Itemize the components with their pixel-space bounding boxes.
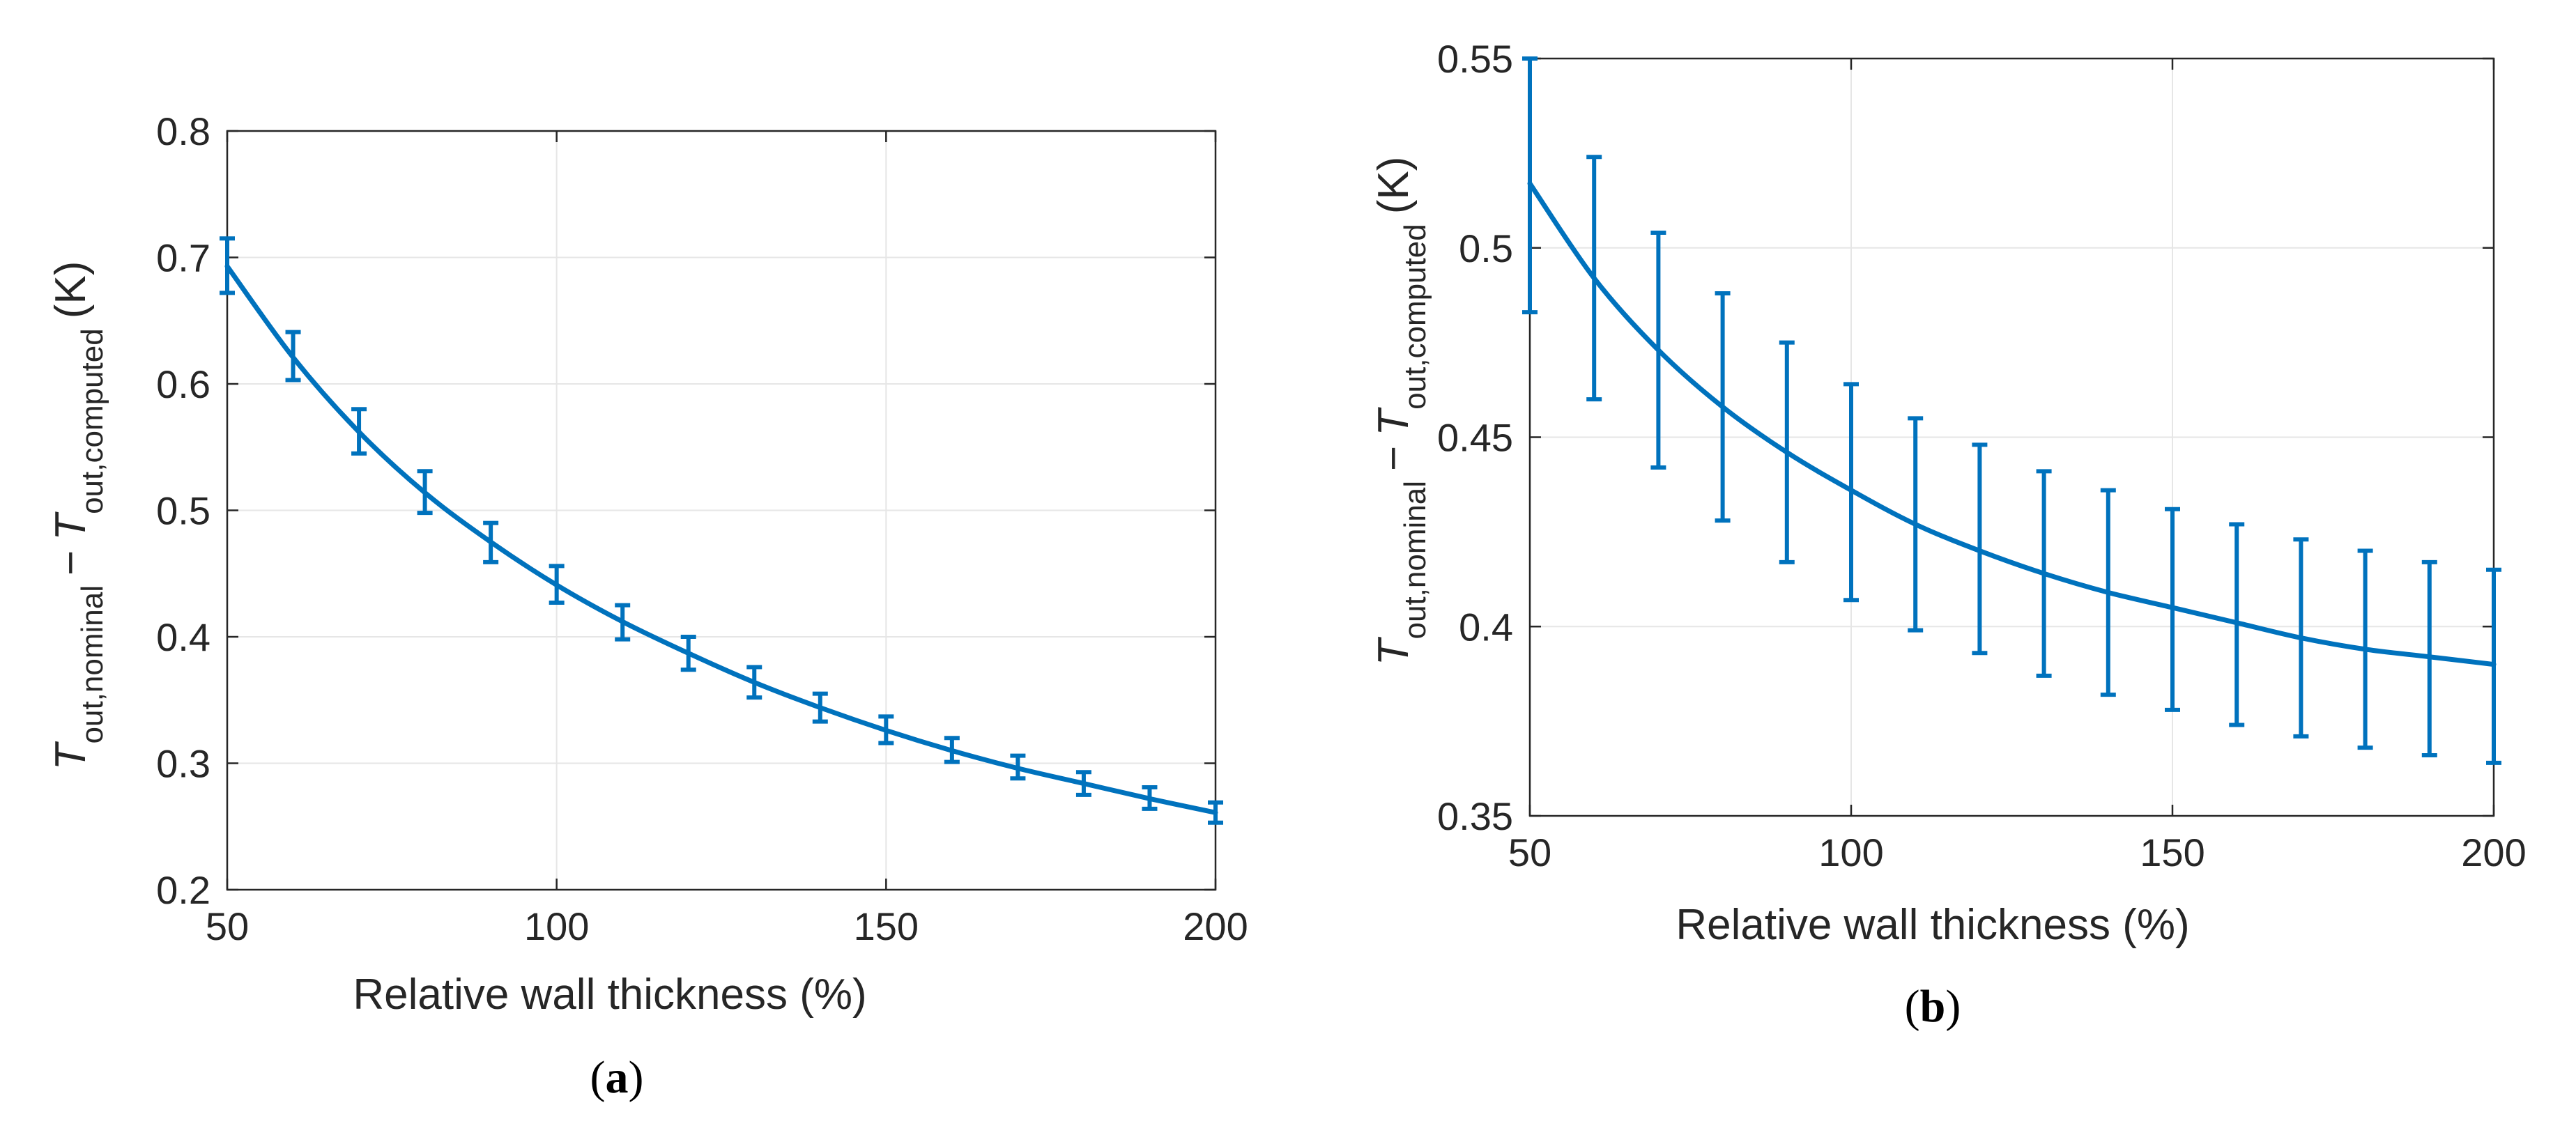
tick-labels-b: 50 100 150 200 0.35 0.4 0.45 0.5 0.55 (1437, 37, 2527, 874)
x-tick-label: 50 (206, 904, 249, 948)
x-tick-label: 200 (2461, 830, 2526, 874)
panel-label-b: (b) (1905, 981, 1961, 1032)
y-tick-label: 0.4 (1459, 605, 1513, 649)
tick-labels-a: 50 100 150 200 0.2 0.3 0.4 0.5 0.6 0.7 0.8 (156, 109, 1248, 948)
error-bars-b (1522, 56, 2501, 765)
series-line-mean (224, 263, 1218, 815)
y-tick-label: 0.5 (156, 489, 210, 533)
x-axis-label-a: Relative wall thickness (%) (353, 971, 866, 1019)
panel-label-letter: a (606, 1052, 629, 1103)
grid-lines-b (1530, 59, 2494, 816)
y-tick-label: 0.7 (156, 236, 210, 280)
y-axis-label-b: Tout,nominal − Tout,computed (K) (1370, 157, 1432, 666)
y-tick-label: 0.8 (156, 109, 210, 153)
y-axis-label-symbol: T (1370, 407, 1418, 436)
x-tick-label: 150 (2140, 830, 2205, 874)
tick-marks-a (226, 130, 1217, 891)
x-tick-label: 100 (524, 904, 589, 948)
y-axis-label-sub: out,nominal (75, 585, 109, 743)
panel-label-a: (a) (590, 1052, 644, 1103)
chart-panel-a: 50 100 150 200 0.2 0.3 0.4 0.5 0.6 0.7 0.8 Relativ… (47, 109, 1248, 1103)
y-axis-label-symbol: T (47, 741, 95, 770)
y-tick-label: 0.6 (156, 362, 210, 406)
y-axis-label-operator: − (1370, 446, 1418, 471)
y-tick-label: 0.35 (1437, 794, 1513, 838)
y-axis-label-symbol: T (1370, 636, 1418, 665)
y-axis-label-symbol: T (47, 511, 95, 541)
x-tick-label: 100 (1818, 830, 1883, 874)
y-tick-label: 0.45 (1437, 416, 1513, 460)
y-axis-label-unit: (K) (1370, 157, 1418, 215)
y-axis-label-a: Tout,nominal − Tout,computed (K) (47, 261, 109, 771)
chart-panel-b: 50 100 150 200 0.35 0.4 0.45 0.5 0.55 Relative w… (1370, 37, 2527, 1032)
y-axis-label-sub: out,computed (75, 328, 109, 514)
x-tick-label: 150 (854, 904, 919, 948)
x-axis-label-b: Relative wall thickness (%) (1676, 901, 2189, 949)
error-bars-a (220, 236, 1223, 825)
y-axis-label-sub: out,nominal (1398, 481, 1432, 639)
grid-lines-a (227, 131, 1216, 890)
y-axis-label-operator: − (47, 550, 95, 575)
series-line-b (1527, 180, 2497, 667)
x-tick-label: 50 (1508, 830, 1551, 874)
y-tick-label: 0.5 (1459, 226, 1513, 270)
series-line-a (224, 263, 1218, 815)
y-tick-label: 0.4 (156, 615, 210, 659)
y-axis-label-sub: out,computed (1398, 224, 1432, 410)
y-tick-label: 0.55 (1437, 37, 1513, 81)
y-tick-label: 0.2 (156, 868, 210, 912)
y-tick-label: 0.3 (156, 742, 210, 786)
panel-label-letter: b (1920, 981, 1946, 1032)
series-line-mean (1527, 180, 2497, 667)
x-tick-label: 200 (1183, 904, 1248, 948)
tick-marks-b (1528, 57, 2495, 817)
y-axis-label-unit: (K) (47, 261, 95, 319)
